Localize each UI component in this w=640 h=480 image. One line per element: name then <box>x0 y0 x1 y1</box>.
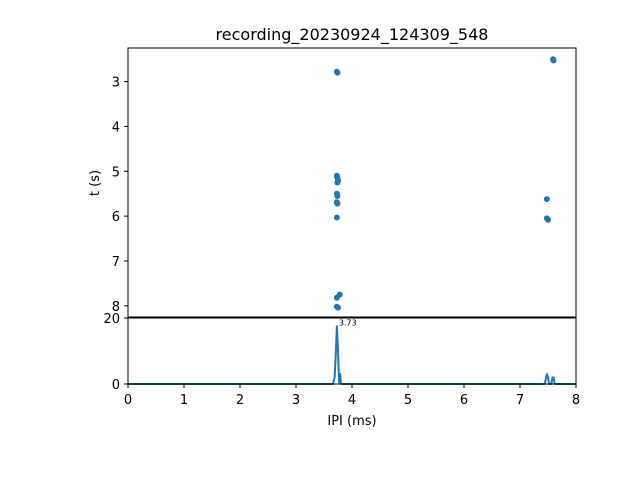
histogram-y-tick-label-20: 20 <box>103 312 120 327</box>
histogram-y-tick-label-0: 0 <box>112 378 120 393</box>
scatter-point-17 <box>543 196 550 203</box>
scatter-point-16 <box>550 57 557 64</box>
histogram-x-ticks: 0 1 2 3 4 5 6 7 8 <box>124 384 580 408</box>
scatter-y-tick-label-8: 8 <box>112 300 120 315</box>
x-tick-label-0: 0 <box>124 393 132 408</box>
scatter-point-5 <box>334 179 341 186</box>
x-tick-label-6: 6 <box>460 393 468 408</box>
scatter-point-7 <box>334 192 341 199</box>
x-tick-label-7: 7 <box>516 393 524 408</box>
scatter-y-tick-label-5: 5 <box>112 165 120 180</box>
scatter-point-9 <box>334 200 341 207</box>
peak-annotation: 3.73 <box>339 318 357 327</box>
x-tick-label-3: 3 <box>292 393 300 408</box>
scatter-y-tick-label-4: 4 <box>112 120 120 135</box>
scatter-point-1 <box>334 69 341 76</box>
x-tick-label-5: 5 <box>404 393 412 408</box>
histogram-frame <box>127 317 577 385</box>
scatter-frame <box>127 47 577 318</box>
x-tick-label-1: 1 <box>180 393 188 408</box>
chart-title: recording_20230924_124309_548 <box>216 25 489 45</box>
scatter-y-tick-label-7: 7 <box>112 255 120 270</box>
scatter-point-10 <box>333 214 340 221</box>
scatter-y-axis-label: t (s) <box>88 170 103 196</box>
scatter-point-19 <box>545 216 551 223</box>
x-tick-label-8: 8 <box>572 393 580 408</box>
histogram-y-ticks: 0 20 <box>103 312 128 393</box>
x-tick-label-2: 2 <box>236 393 244 408</box>
scatter-y-tick-label-3: 3 <box>112 76 120 91</box>
scatter-panel: 3 4 5 6 7 8 t (s) <box>88 47 577 318</box>
histogram-line <box>128 325 576 385</box>
scatter-point-12 <box>336 291 343 298</box>
scatter-point-14 <box>335 304 341 311</box>
histogram-panel: 0 20 0 1 2 3 4 5 6 7 8 3.73 IPI (ms) <box>103 312 580 429</box>
scatter-points <box>333 56 557 311</box>
x-axis-label: IPI (ms) <box>327 414 376 429</box>
x-tick-label-4: 4 <box>348 393 356 408</box>
scatter-y-tick-label-6: 6 <box>112 210 120 225</box>
scatter-y-ticks: 3 4 5 6 7 8 <box>112 76 128 315</box>
